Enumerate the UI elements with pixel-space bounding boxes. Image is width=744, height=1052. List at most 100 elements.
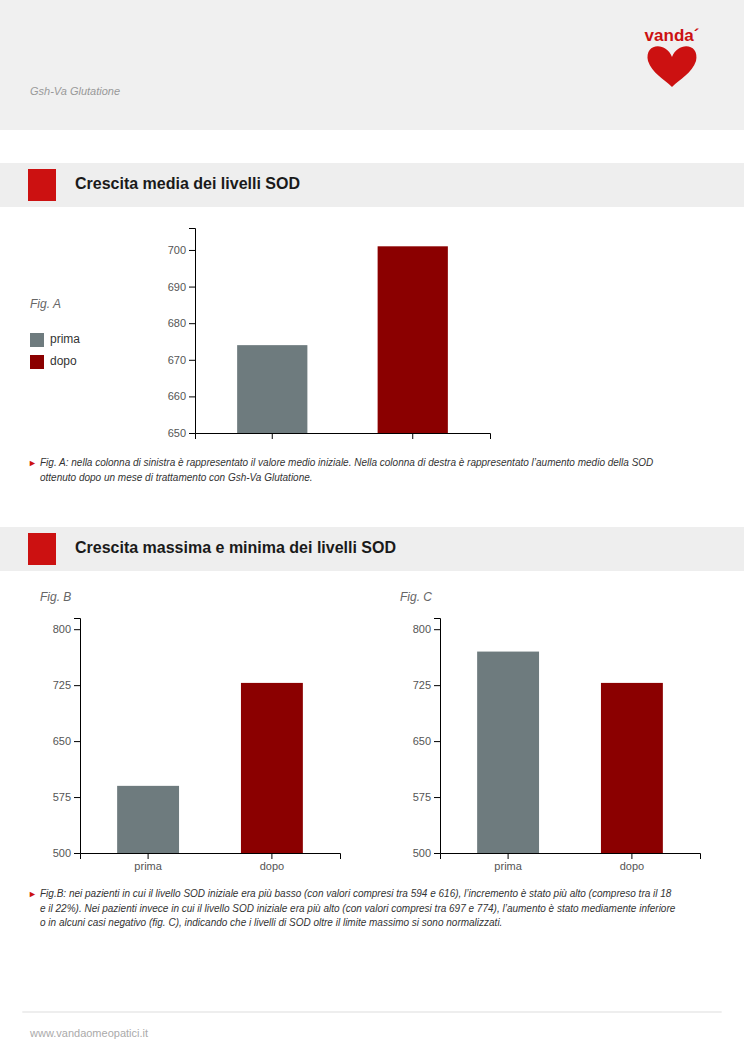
y-tick-label: 725 <box>413 679 431 691</box>
y-tick-label: 680 <box>168 317 186 329</box>
footer-text: www.vandaomeopatici.it <box>29 1027 148 1039</box>
x-tick <box>412 433 413 439</box>
plot: 500 575 650 725 800 prima dopo <box>53 619 341 1052</box>
legend-swatch <box>30 355 44 369</box>
section-accent <box>28 169 56 201</box>
y-tick-mark <box>189 360 195 361</box>
caption-marker: ► <box>28 889 37 899</box>
y-tick-mark <box>74 741 80 742</box>
x-tick-mark <box>412 433 413 439</box>
x-tick: prima <box>494 853 522 872</box>
y-tick-label: 575 <box>413 791 431 803</box>
y-tick-mark <box>74 629 80 630</box>
y-tick-label: 800 <box>53 623 71 635</box>
y-tick: 800 <box>53 623 80 635</box>
x-axis: prima dopo <box>441 853 701 872</box>
y-tick: 660 <box>168 390 195 402</box>
y-tick-label: 800 <box>413 623 431 635</box>
bar <box>241 683 303 853</box>
caption-marker: ► <box>28 458 37 468</box>
bar <box>237 345 307 433</box>
y-axis: 650 660 670 680 690 700 <box>168 229 196 440</box>
y-tick: 500 <box>53 847 80 859</box>
y-tick-mark <box>434 797 440 798</box>
y-tick-label: 670 <box>168 354 186 366</box>
plot: 500 575 650 725 800 prima dopo <box>413 619 701 1052</box>
footer-rule <box>22 1012 721 1013</box>
legend-label: prima <box>50 332 80 346</box>
y-tick: 670 <box>168 354 195 366</box>
y-tick-label: 690 <box>168 281 186 293</box>
y-tick-label: 650 <box>413 735 431 747</box>
y-tick-mark <box>434 741 440 742</box>
y-tick-label: 725 <box>53 679 71 691</box>
y-tick: 800 <box>413 623 440 635</box>
bars <box>237 246 448 433</box>
section-banner <box>0 527 744 571</box>
chart-title: Fig. A <box>30 297 61 311</box>
y-tick-mark <box>189 433 195 434</box>
y-axis-line <box>434 619 441 854</box>
logo-text: vanda´ <box>645 26 700 45</box>
y-tick-mark <box>189 323 195 324</box>
y-tick-mark <box>189 287 195 288</box>
legend-item: dopo <box>30 354 77 369</box>
legend: prima dopo <box>30 332 80 369</box>
legend-item: prima <box>30 332 80 347</box>
x-axis-line <box>196 434 491 440</box>
y-tick-label: 660 <box>168 390 186 402</box>
x-tick-label: dopo <box>620 860 644 872</box>
y-tick-mark <box>434 685 440 686</box>
x-axis-line <box>441 854 701 860</box>
section-accent <box>28 533 56 565</box>
x-axis <box>196 433 491 439</box>
legend-label: dopo <box>50 354 77 368</box>
y-tick-label: 575 <box>53 791 71 803</box>
x-tick: dopo <box>620 853 644 872</box>
x-tick: prima <box>134 853 162 872</box>
x-tick-mark <box>272 433 273 439</box>
y-tick-mark <box>74 853 80 854</box>
bar <box>378 246 448 433</box>
y-tick: 725 <box>53 679 80 691</box>
x-tick-label: prima <box>134 860 162 872</box>
section-banner <box>0 163 744 207</box>
y-tick-label: 500 <box>53 847 71 859</box>
bar <box>477 652 539 853</box>
section-title: Crescita massima e minima dei livelli SO… <box>75 539 396 556</box>
legend-swatch <box>30 333 44 347</box>
y-tick: 500 <box>413 847 440 859</box>
x-tick-label: dopo <box>260 860 284 872</box>
caption-line: Fig.B: nei pazienti in cui il livello SO… <box>40 888 672 899</box>
chart-title: Fig. B <box>40 590 71 604</box>
caption-line: ottenuto dopo un mese di trattamento con… <box>40 472 313 483</box>
y-axis-line <box>189 229 196 434</box>
y-tick-label: 650 <box>168 427 186 439</box>
x-tick <box>272 433 273 439</box>
bars <box>117 683 303 853</box>
y-tick-mark <box>189 250 195 251</box>
x-tick-label: prima <box>494 860 522 872</box>
logo-heart <box>648 46 697 87</box>
caption-line: Fig. A: nella colonna di sinistra è rapp… <box>40 457 653 468</box>
y-tick: 650 <box>413 735 440 747</box>
y-axis-line <box>74 619 81 854</box>
bar <box>117 786 179 853</box>
y-tick-mark <box>434 629 440 630</box>
header-text: Gsh-Va Glutatione <box>30 85 120 97</box>
y-tick: 575 <box>53 791 80 803</box>
y-tick: 650 <box>53 735 80 747</box>
y-tick-mark <box>434 853 440 854</box>
x-tick-mark <box>148 853 149 859</box>
caption-line: e il 22%). Nei pazienti invece in cui il… <box>40 903 676 914</box>
x-tick-mark <box>508 853 509 859</box>
y-tick: 575 <box>413 791 440 803</box>
y-tick: 725 <box>413 679 440 691</box>
y-tick-mark <box>74 685 80 686</box>
y-tick: 700 <box>168 244 195 256</box>
bar <box>601 683 663 853</box>
x-tick-mark <box>271 853 272 859</box>
x-tick: dopo <box>260 853 284 872</box>
bars <box>477 652 663 853</box>
chart-title: Fig. C <box>400 590 432 604</box>
